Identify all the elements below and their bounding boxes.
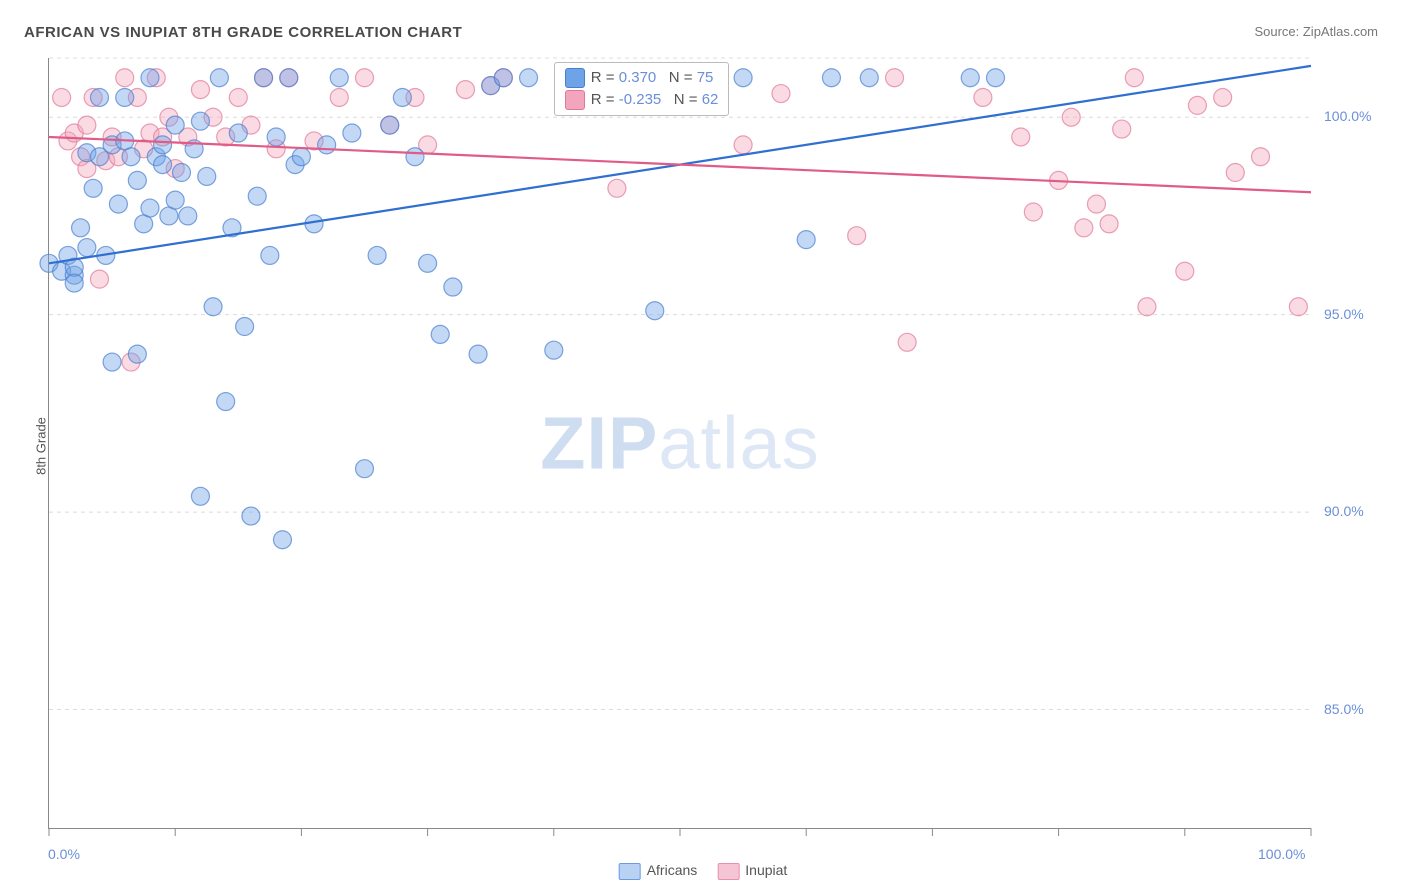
stats-row: R = -0.235 N = 62 [565, 89, 719, 111]
y-axis-label: 8th Grade [33, 417, 48, 475]
y-tick-label: 90.0% [1324, 503, 1364, 519]
series-swatch [565, 68, 585, 88]
n-value: 62 [702, 91, 719, 108]
plot-svg [49, 58, 1311, 828]
n-label: N = [656, 69, 696, 86]
series-swatch [565, 90, 585, 110]
stats-row: R = 0.370 N = 75 [565, 67, 719, 89]
legend: Africans Inupiat [609, 862, 798, 880]
legend-label: Africans [647, 862, 698, 878]
y-tick-label: 100.0% [1324, 108, 1371, 124]
y-tick-label: 95.0% [1324, 306, 1364, 322]
legend-swatch [717, 863, 739, 880]
n-value: 75 [697, 69, 714, 86]
legend-item: Africans [619, 862, 698, 880]
x-tick-label: 100.0% [1258, 846, 1305, 862]
r-value: 0.370 [619, 69, 657, 86]
legend-item: Inupiat [717, 862, 787, 880]
r-label: R = [591, 69, 619, 86]
x-tick-label: 0.0% [48, 846, 80, 862]
chart-frame: AFRICAN VS INUPIAT 8TH GRADE CORRELATION… [0, 0, 1406, 892]
chart-title: AFRICAN VS INUPIAT 8TH GRADE CORRELATION… [24, 24, 462, 41]
source-label: Source: ZipAtlas.com [1254, 24, 1378, 39]
scatter-plot: ZIPatlas R = 0.370 N = 75R = -0.235 N = … [48, 58, 1311, 829]
r-value: -0.235 [619, 91, 662, 108]
y-tick-label: 85.0% [1324, 701, 1364, 717]
r-label: R = [591, 91, 619, 108]
n-label: N = [661, 91, 701, 108]
legend-label: Inupiat [745, 862, 787, 878]
correlation-stats-box: R = 0.370 N = 75R = -0.235 N = 62 [554, 62, 730, 116]
legend-swatch [619, 863, 641, 880]
